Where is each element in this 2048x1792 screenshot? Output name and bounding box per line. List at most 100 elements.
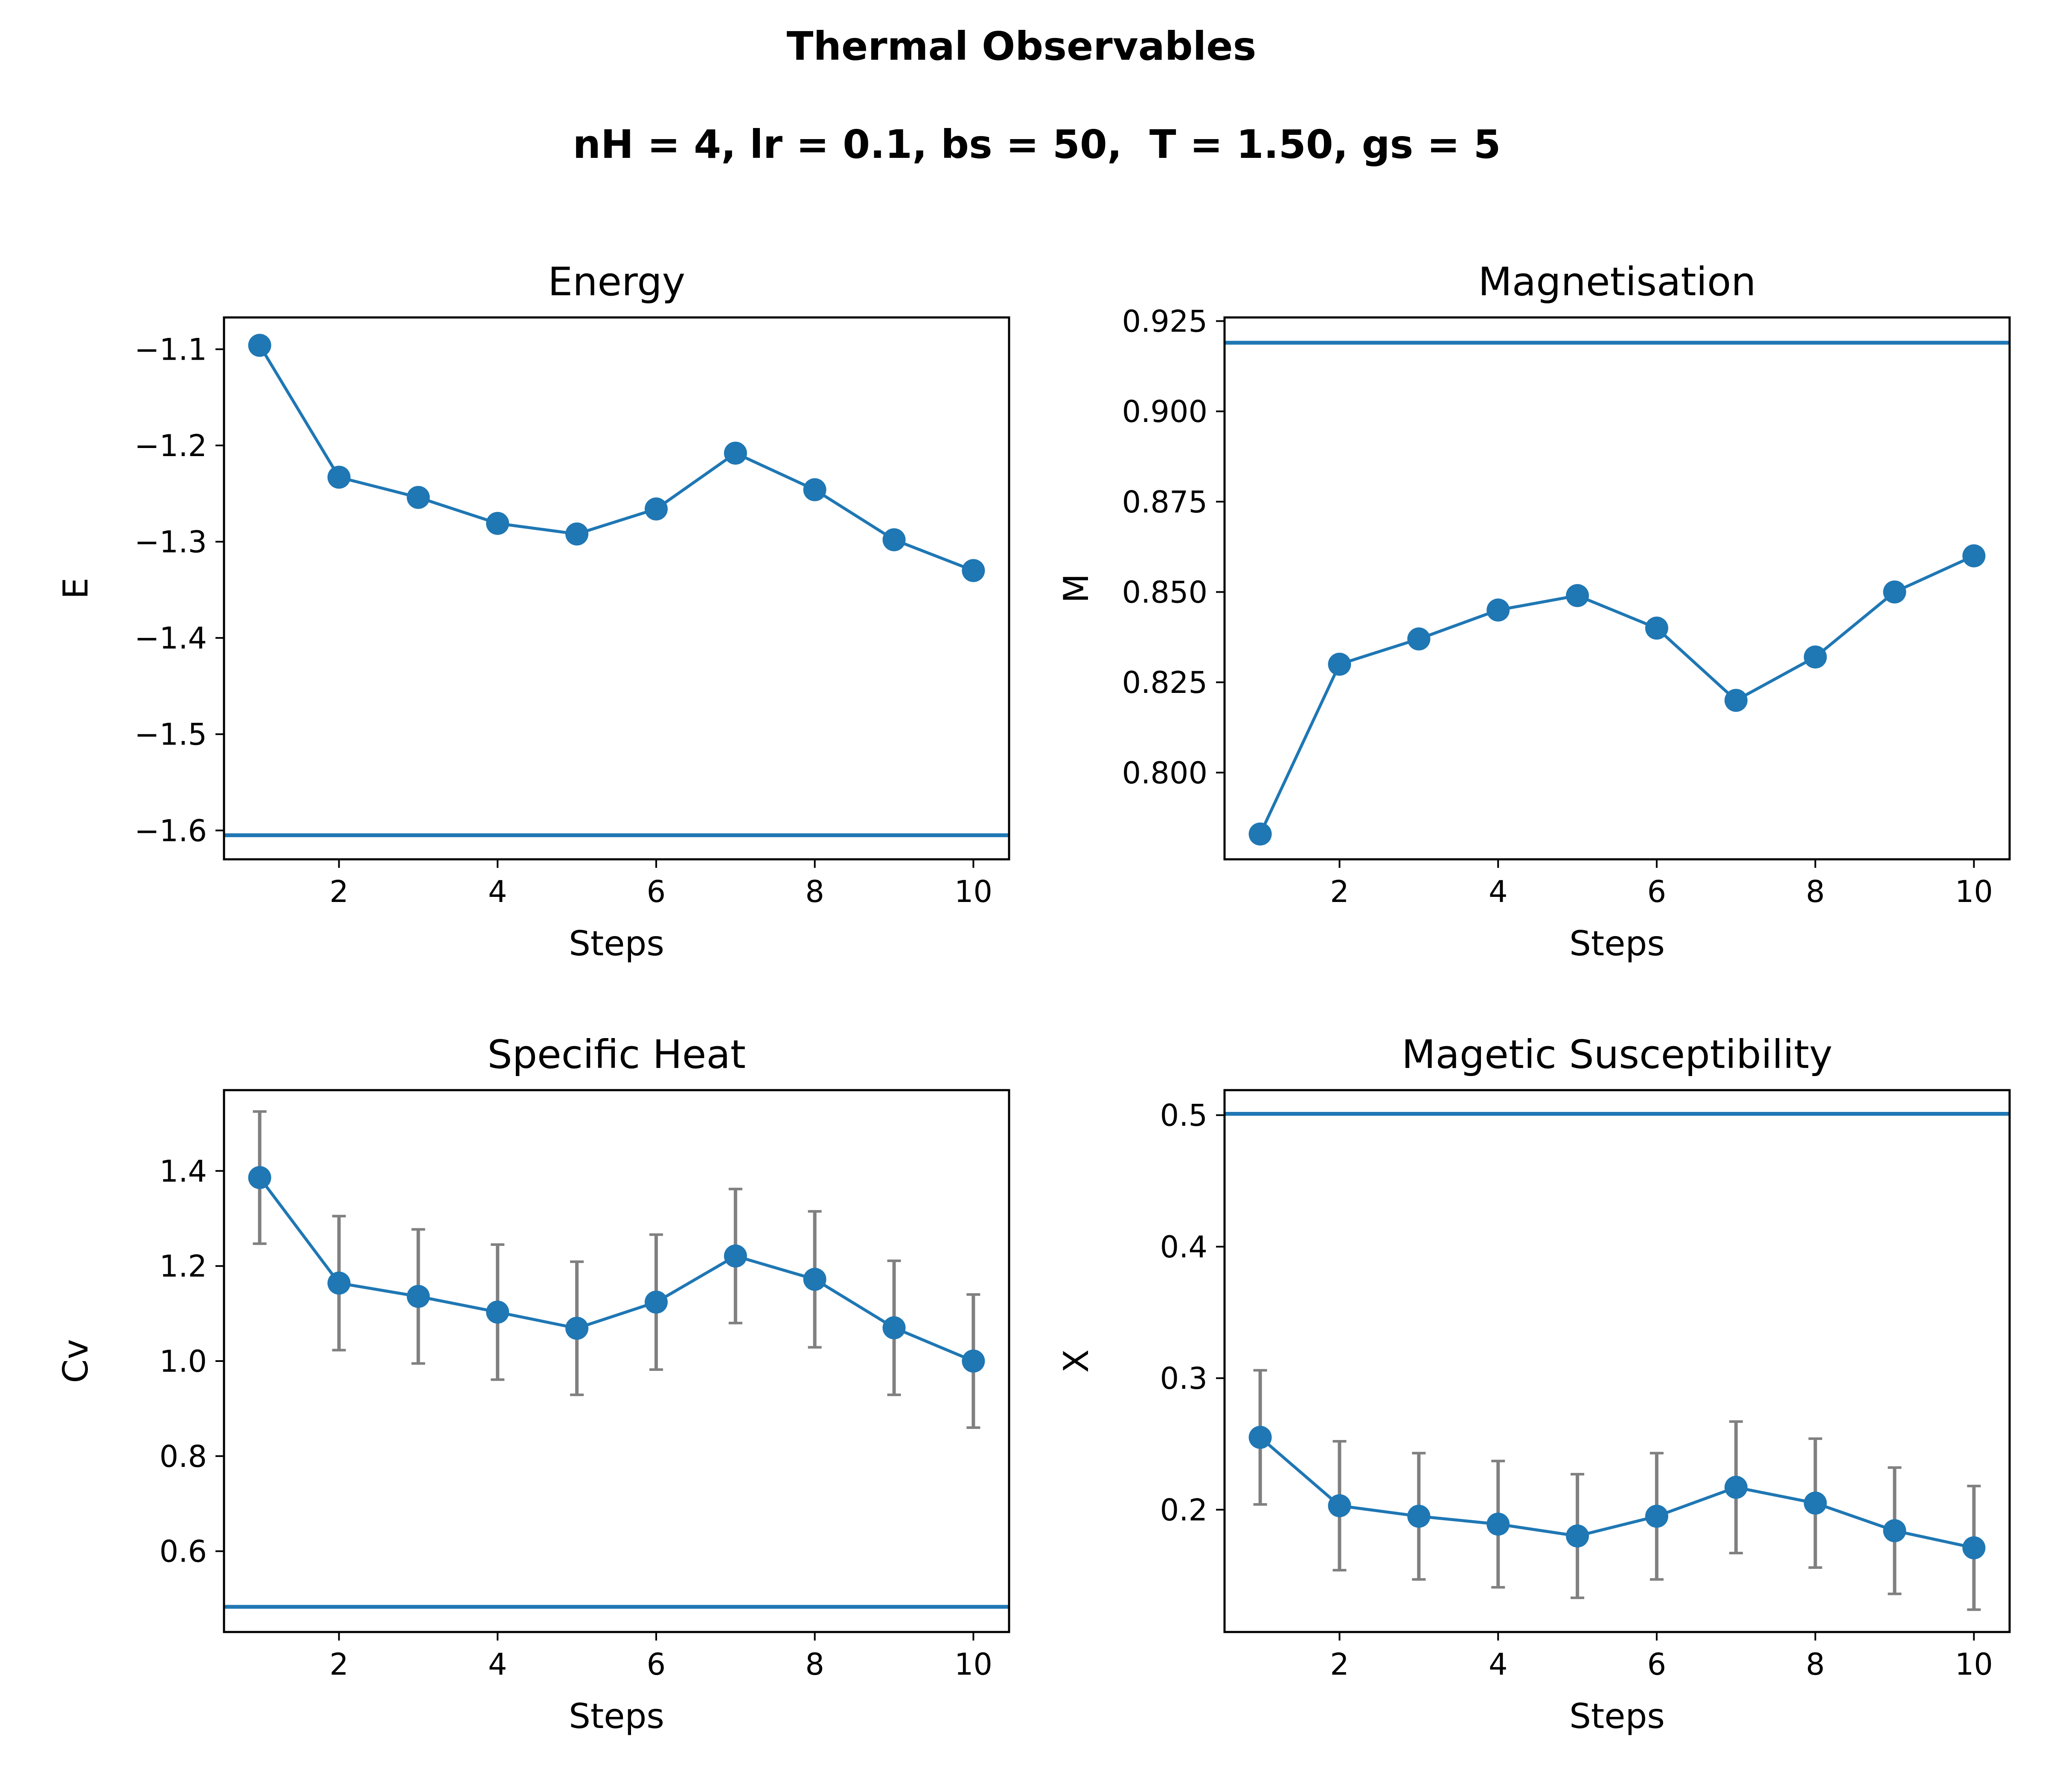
subplot-title: Magetic Susceptibility xyxy=(1402,1032,1833,1077)
plot-area xyxy=(224,334,1009,838)
data-point xyxy=(327,465,351,489)
data-point xyxy=(486,512,509,535)
figure-subtitle: nH = 4, lr = 0.1, bs = 50, T = 1.50, gs … xyxy=(573,122,1501,167)
subplot-grid: Energy 2 4 6 8 10 −1.6 −1.5 −1.4 −1.3 −1.2 −1.1 Step… xyxy=(56,259,2011,1736)
y-tick-label: 1.0 xyxy=(160,1344,207,1379)
data-point xyxy=(1407,627,1431,651)
y-tick-label: 0.900 xyxy=(1122,394,1207,429)
y-tick-label: −1.5 xyxy=(134,717,207,752)
data-point xyxy=(1883,580,1906,604)
data-point xyxy=(1487,598,1510,622)
y-axis-label: M xyxy=(1056,573,1096,603)
data-point xyxy=(644,497,668,521)
y-tick-label: −1.2 xyxy=(134,428,207,463)
y-axis-label: E xyxy=(56,578,96,599)
data-point xyxy=(962,1350,985,1373)
data-point xyxy=(248,1166,271,1189)
data-point xyxy=(1248,822,1272,846)
data-point xyxy=(1487,1513,1510,1536)
series-line xyxy=(258,1176,974,1363)
data-point xyxy=(1248,1425,1272,1449)
x-tick-label: 4 xyxy=(488,1647,507,1682)
subplot-title: Energy xyxy=(548,259,685,305)
axes-frame xyxy=(223,1089,1010,1633)
data-point xyxy=(565,522,589,546)
data-point xyxy=(1804,1491,1827,1515)
axes-frame xyxy=(223,316,1010,861)
x-tick-label: 6 xyxy=(1647,1647,1667,1682)
x-tick-label: 2 xyxy=(329,874,349,909)
figure-title: Thermal Observables xyxy=(787,23,1257,69)
subplot-title: Magnetisation xyxy=(1478,259,1756,305)
data-point xyxy=(1645,617,1668,640)
x-tick-label: 8 xyxy=(805,874,824,909)
x-tick-label: 10 xyxy=(1955,874,1993,909)
x-tick-label: 6 xyxy=(647,874,666,909)
data-point xyxy=(1962,1536,1986,1559)
y-tick-label: 0.5 xyxy=(1160,1098,1207,1133)
data-point xyxy=(327,1271,351,1295)
x-tick-label: 2 xyxy=(1330,874,1349,909)
data-point xyxy=(724,442,747,465)
data-point xyxy=(407,1285,430,1308)
y-tick-label: −1.4 xyxy=(134,621,207,656)
data-point xyxy=(1645,1504,1668,1528)
x-axis-label: Steps xyxy=(569,924,664,963)
x-tick-label: 2 xyxy=(1330,1647,1349,1682)
data-point xyxy=(1407,1504,1431,1528)
series-line xyxy=(1259,1436,1975,1550)
series-line xyxy=(258,344,974,572)
data-point xyxy=(1804,645,1827,669)
data-point xyxy=(882,528,906,552)
subplot-2: Magnetisation 2 4 6 8 10 0.800 0.825 0.850 0.875 0… xyxy=(1056,259,2011,963)
subplot-title: Specific Heat xyxy=(487,1032,746,1077)
x-tick-label: 10 xyxy=(1955,1647,1993,1682)
data-point xyxy=(1566,584,1589,607)
subplot-4: Magetic Susceptibility 2 4 6 8 10 0.2 0.3 0.4 0.5… xyxy=(1056,1032,2011,1736)
plot-area xyxy=(1225,1111,2010,1611)
y-tick-label: 0.925 xyxy=(1122,304,1207,339)
y-tick-label: 0.6 xyxy=(160,1534,207,1569)
x-axis-label: Steps xyxy=(569,1696,664,1736)
axes-frame xyxy=(1223,316,2011,861)
data-point xyxy=(1724,689,1748,712)
data-point xyxy=(724,1244,747,1268)
plot-area xyxy=(224,1110,1009,1609)
data-point xyxy=(407,486,430,509)
data-point xyxy=(1328,652,1351,676)
data-point xyxy=(1724,1475,1748,1499)
data-point xyxy=(962,559,985,582)
data-point xyxy=(565,1317,589,1340)
x-tick-label: 10 xyxy=(954,874,992,909)
data-point xyxy=(486,1300,509,1324)
data-point xyxy=(248,334,271,357)
y-tick-label: 1.2 xyxy=(160,1249,207,1284)
data-point xyxy=(803,478,826,501)
y-tick-label: 0.850 xyxy=(1122,575,1207,610)
x-tick-label: 4 xyxy=(1489,874,1508,909)
y-tick-label: −1.1 xyxy=(134,332,207,367)
y-tick-label: −1.3 xyxy=(134,525,207,560)
data-point xyxy=(1328,1494,1351,1518)
x-tick-label: 2 xyxy=(329,1647,349,1682)
y-tick-label: 0.825 xyxy=(1122,665,1207,700)
data-point xyxy=(803,1268,826,1291)
x-tick-label: 4 xyxy=(1489,1647,1508,1682)
x-tick-label: 8 xyxy=(1806,874,1825,909)
series-line xyxy=(1259,554,1975,835)
y-tick-label: 1.4 xyxy=(160,1154,207,1189)
y-tick-label: 0.4 xyxy=(1160,1230,1207,1265)
x-tick-label: 8 xyxy=(805,1647,824,1682)
subplot-1: Energy 2 4 6 8 10 −1.6 −1.5 −1.4 −1.3 −1.2 −1.1 Step… xyxy=(56,259,1010,963)
data-point xyxy=(1566,1524,1589,1548)
data-point xyxy=(882,1316,906,1340)
y-tick-label: 0.875 xyxy=(1122,485,1207,520)
y-tick-label: 0.3 xyxy=(1160,1361,1207,1396)
data-point xyxy=(1962,544,1986,567)
subplot-3: Specific Heat 2 4 6 8 10 0.6 0.8 1.0 1.2 1.4 Steps C… xyxy=(56,1032,1010,1736)
y-tick-label: −1.6 xyxy=(134,813,207,848)
x-axis-label: Steps xyxy=(1569,1696,1665,1736)
x-tick-label: 6 xyxy=(1647,874,1667,909)
y-tick-label: 0.2 xyxy=(1160,1492,1207,1527)
